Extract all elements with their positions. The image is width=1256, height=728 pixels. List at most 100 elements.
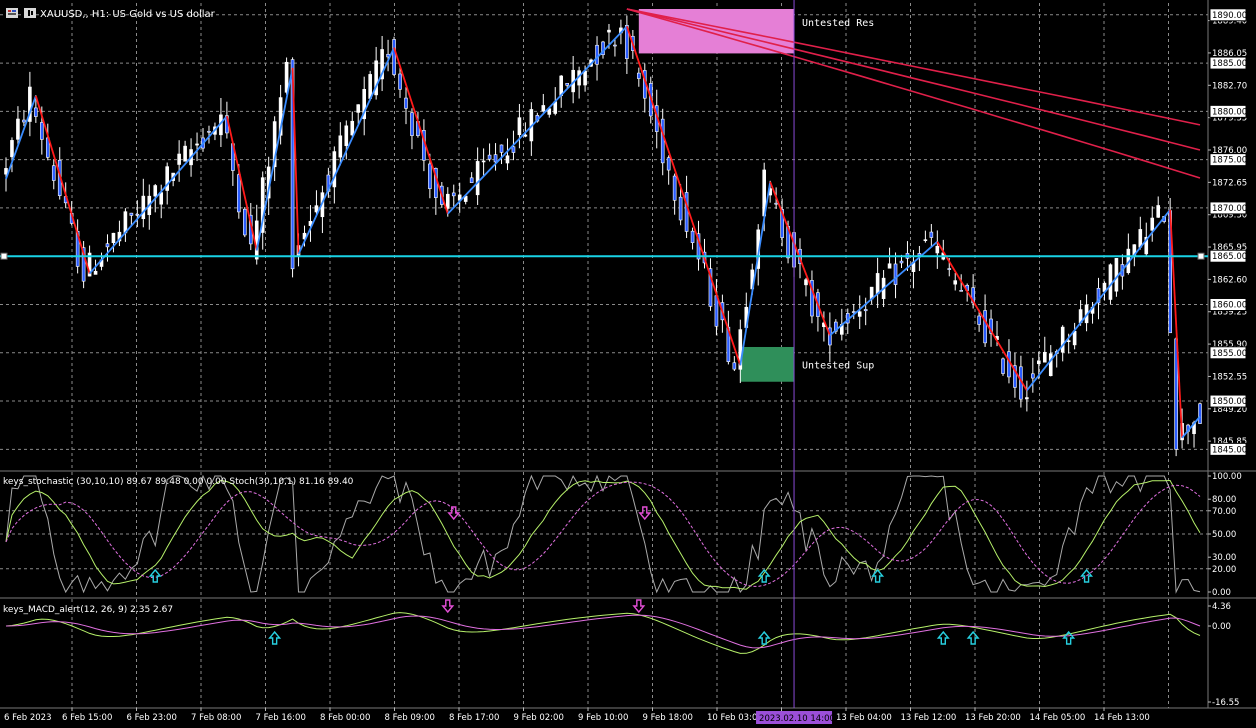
- price-tick-label: 1882.70: [1212, 81, 1247, 91]
- candle-body: [16, 118, 20, 140]
- zigzag-up-segment: [1181, 415, 1201, 439]
- candle-body: [1144, 236, 1149, 255]
- menu-icon-bar: [8, 10, 11, 12]
- stochastic-down-arrow-icon: [447, 506, 461, 521]
- price-tick-label: 1865.95: [1212, 243, 1247, 253]
- candle-body: [410, 112, 414, 136]
- price-level-label: 1860.00: [1212, 300, 1247, 310]
- price-tick-label: 1879.35: [1212, 114, 1247, 124]
- price-level-label: 1890.00: [1212, 11, 1247, 21]
- candle-body: [601, 41, 605, 56]
- candle-body: [505, 155, 510, 164]
- candle-body: [1198, 403, 1202, 424]
- candle-body: [714, 295, 719, 327]
- price-level-label: 1875.00: [1212, 156, 1247, 166]
- candle-body: [828, 327, 832, 346]
- stochastic-arrows: [148, 506, 1094, 583]
- candle-body: [565, 82, 569, 86]
- ma-line: [626, 8, 1201, 179]
- candle-body: [893, 263, 898, 285]
- zigzag-down-segment: [393, 47, 449, 214]
- candle-body: [451, 192, 456, 197]
- candle-body: [445, 193, 450, 209]
- candle-body: [51, 165, 56, 181]
- macd-tick-label: 0.00: [1212, 622, 1231, 632]
- candle-body: [183, 145, 187, 162]
- time-tick-label: 7 Feb 08:00: [191, 713, 241, 723]
- candle-body: [254, 220, 259, 260]
- candle-body: [511, 146, 516, 153]
- candle-body: [475, 161, 480, 196]
- time-tick-label: 8 Feb 00:00: [320, 713, 370, 723]
- candle-body: [404, 97, 408, 109]
- candle-body: [517, 117, 522, 136]
- time-tick-label: 10 Feb 03:00: [707, 713, 763, 723]
- price-level-box: [1209, 297, 1247, 311]
- candle-body: [583, 70, 587, 86]
- chart-type-icon-bar: [28, 10, 30, 16]
- zigzag-up-segment: [739, 181, 772, 366]
- cursor-time-label-text: 2023.02.10 14:00: [759, 714, 835, 724]
- candle-body: [625, 24, 629, 59]
- support-zone-label: Untested Sup: [802, 361, 874, 372]
- candle-body: [177, 153, 181, 165]
- candle-body: [153, 185, 158, 197]
- price-level-box: [1209, 201, 1247, 215]
- candle-body: [672, 175, 677, 201]
- candle-body: [10, 140, 14, 158]
- price-tick-label: 1862.60: [1212, 275, 1247, 285]
- candle-body: [523, 134, 528, 137]
- time-tick-label: 6 Feb 2023: [4, 713, 52, 723]
- price-level-label: 1885.00: [1212, 59, 1247, 69]
- price-level-box: [1209, 394, 1247, 408]
- price-tick-label: 1876.00: [1212, 146, 1247, 156]
- time-tick-label: 13 Feb 12:00: [901, 713, 957, 723]
- stochastic-panel[interactable]: keys_stochastic (30,10,10) 89.67 89.48 0…: [0, 472, 1208, 597]
- zigzag-down-segment: [626, 26, 742, 366]
- price-level-label: 1855.00: [1212, 349, 1247, 359]
- chart-header[interactable]: XAUUSD,, H1: US Gold vs US dollar: [6, 8, 216, 20]
- candle-body: [899, 260, 904, 264]
- candle-body: [1150, 217, 1155, 231]
- candle-body: [344, 125, 349, 147]
- price-level-label: 1845.00: [1212, 445, 1247, 455]
- price-axis[interactable]: 1889.40 1886.05 1882.70 1879.35 1876.00 1872.…: [1208, 8, 1247, 708]
- candle-body: [332, 151, 337, 188]
- zigzag-down-segment: [769, 181, 831, 336]
- candle-body: [857, 311, 862, 317]
- candle-body: [28, 86, 32, 122]
- level-line-handle-right[interactable]: [1197, 252, 1205, 260]
- time-tick-label: 9 Feb 02:00: [514, 713, 564, 723]
- candle-body: [851, 311, 856, 313]
- stochastic-signal-line: [5, 479, 1201, 590]
- macd-panel[interactable]: keys_MACD_alert(12, 26, 9) 2.35 2.67: [3, 599, 1201, 708]
- candle-body: [541, 105, 546, 112]
- zigzag-up-segment: [5, 95, 37, 180]
- candle-body: [165, 166, 169, 191]
- candle-body: [40, 122, 44, 140]
- main-price-panel[interactable]: Untested Res Untested Sup XAUUSD,, H1: U…: [0, 0, 1256, 709]
- candle-body: [207, 130, 211, 133]
- chart-type-icon-bar: [31, 11, 33, 15]
- time-tick-label: 13 Feb 04:00: [836, 713, 892, 723]
- price-tick-label: 1869.30: [1212, 211, 1247, 221]
- stochastic-tick-label: 70.00: [1212, 507, 1236, 517]
- support-zone: [740, 346, 795, 382]
- candle-body: [1072, 330, 1077, 346]
- resistance-zone-label: Untested Res: [802, 18, 874, 29]
- candle-body: [804, 279, 808, 286]
- candle-body: [141, 195, 146, 220]
- macd-tick-label: 4.36: [1212, 602, 1231, 612]
- candle-body: [93, 270, 98, 275]
- candle-body: [1138, 229, 1143, 248]
- time-tick-label: 8 Feb 17:00: [449, 713, 499, 723]
- zigzag-up-segment: [447, 25, 628, 215]
- stochastic-up-arrow-icon: [148, 568, 162, 583]
- stochastic-title: keys_stochastic (30,10,10) 89.67 89.48 0…: [3, 477, 354, 487]
- price-level-box: [1209, 442, 1247, 456]
- price-level-box: [1209, 56, 1247, 70]
- candle-body: [1156, 205, 1161, 218]
- level-line-handle-left[interactable]: [0, 252, 8, 260]
